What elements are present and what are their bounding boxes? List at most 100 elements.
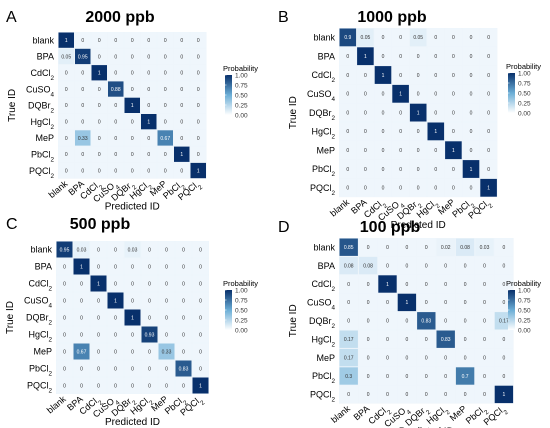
heatmap-cell xyxy=(357,84,374,103)
row-tick-label: MeP xyxy=(33,347,52,357)
legend-title: Probability xyxy=(506,62,541,71)
cell-value-label: 0 xyxy=(147,168,150,174)
cell-value-label: 1 xyxy=(487,186,490,192)
heatmap-cell xyxy=(141,360,158,377)
heatmap-cell xyxy=(455,330,475,348)
row-tick-label: CuSO4 xyxy=(307,89,336,103)
cell-value-label: 0 xyxy=(483,374,486,380)
cell-value-label: 0 xyxy=(417,186,420,192)
heatmap-cell xyxy=(158,275,175,292)
cell-value-label: 0 xyxy=(367,319,370,325)
heatmap-cell xyxy=(462,160,480,178)
heatmap-cell xyxy=(455,275,475,293)
legend-tick-label: 0.25 xyxy=(235,317,248,324)
cell-value-label: 0 xyxy=(406,282,409,288)
cell-value-label: 0 xyxy=(386,374,389,380)
row-tick-label: CdCl2 xyxy=(311,279,335,293)
heatmap-cell xyxy=(427,66,445,84)
cell-value-label: 1 xyxy=(417,110,420,116)
y-axis-title: True ID xyxy=(288,96,299,129)
cell-value-label: 0 xyxy=(444,392,447,398)
cell-value-label: 0 xyxy=(164,152,167,158)
cell-value-label: 0 xyxy=(148,264,151,270)
heatmap-cell xyxy=(108,81,124,97)
heatmap-cell xyxy=(58,48,74,65)
cell-value-label: 0 xyxy=(114,315,117,321)
legend-tick-label: 0.75 xyxy=(518,80,531,87)
heatmap-cell xyxy=(475,367,494,385)
heatmap-cell xyxy=(374,84,392,103)
cell-value-label: 0 xyxy=(164,71,167,77)
cell-value-label: 0 xyxy=(452,73,455,79)
heatmap-cell xyxy=(174,162,190,179)
cell-value-label: 0 xyxy=(434,186,437,192)
cell-value-label: 0.02 xyxy=(441,245,451,251)
cell-value-label: 0 xyxy=(417,73,420,79)
cell-value-label: 0 xyxy=(425,282,428,288)
heatmap-cell xyxy=(157,114,173,130)
heatmap-cell xyxy=(108,130,124,146)
heatmap-cell xyxy=(392,66,409,84)
cell-value-label: 0 xyxy=(63,264,66,270)
heatmap-cell xyxy=(436,330,455,348)
column-tick-label: PQCl2 xyxy=(482,403,510,428)
cell-value-label: 1 xyxy=(199,383,202,389)
cell-value-label: 0 xyxy=(364,186,367,192)
heatmap-cell xyxy=(409,141,427,160)
cell-value-label: 0 xyxy=(452,110,455,116)
heatmap-cell xyxy=(174,65,190,81)
cell-value-label: 0 xyxy=(182,332,185,338)
heatmap-cell xyxy=(141,146,157,162)
heatmap-cell xyxy=(417,275,436,293)
heatmap-cell xyxy=(174,130,190,146)
cell-value-label: 0 xyxy=(382,92,385,98)
cell-value-label: 0 xyxy=(386,300,389,306)
panel-a: A 2000 ppb 1 0 0 0 0 0 0 0 0 0.05 0.95 0 0 0 0 0 0 0 0 0 1 0 0 0 0… xyxy=(6,9,258,213)
heatmap-cell xyxy=(475,238,494,256)
heatmap-cell xyxy=(374,66,392,84)
heatmap-cell xyxy=(124,309,141,326)
heatmap-cell xyxy=(90,292,107,309)
heatmap-cell xyxy=(157,48,173,65)
cell-value-label: 0 xyxy=(148,366,151,372)
heatmap-cell xyxy=(124,258,141,275)
row-tick-label: PQCl2 xyxy=(29,166,55,180)
legend-tick-label: 0.00 xyxy=(518,110,531,117)
cell-value-label: 0 xyxy=(148,315,151,321)
cell-value-label: 0 xyxy=(131,281,134,287)
heatmap-cell xyxy=(157,65,173,81)
heatmap-cell xyxy=(124,81,140,97)
cell-value-label: 0 xyxy=(80,315,83,321)
cell-value-label: 0 xyxy=(434,167,437,173)
cell-value-label: 0 xyxy=(131,349,134,355)
row-tick-label: DQBr2 xyxy=(28,101,55,115)
cell-value-label: 0 xyxy=(114,38,117,44)
heatmap-cell xyxy=(108,146,124,162)
heatmap-cell xyxy=(56,292,73,309)
cell-value-label: 0 xyxy=(199,349,202,355)
cell-value-label: 0 xyxy=(346,186,349,192)
heatmap-cell xyxy=(91,162,107,179)
heatmap-cell xyxy=(158,326,175,343)
heatmap-cell xyxy=(374,103,392,122)
cell-value-label: 0 xyxy=(364,148,367,154)
cell-value-label: 0 xyxy=(165,247,168,253)
cell-value-label: 1 xyxy=(399,92,402,98)
heatmap-cell xyxy=(397,312,417,330)
cell-value-label: 1 xyxy=(406,300,409,306)
cell-value-label: 0 xyxy=(98,54,101,60)
heatmap-cell xyxy=(73,309,90,326)
cell-value-label: 0 xyxy=(406,319,409,325)
heatmap-cell xyxy=(107,360,124,377)
cell-value-label: 0 xyxy=(406,374,409,380)
heatmap-cell xyxy=(445,178,462,197)
cell-value-label: 0 xyxy=(434,73,437,79)
cell-value-label: 0 xyxy=(346,73,349,79)
cell-value-label: 0 xyxy=(97,332,100,338)
cell-value-label: 1 xyxy=(364,54,367,60)
heatmap-cell xyxy=(73,258,90,275)
cell-value-label: 0 xyxy=(131,366,134,372)
heatmap-cell xyxy=(427,178,445,197)
cell-value-label: 0 xyxy=(180,38,183,44)
heatmap-cell xyxy=(339,275,358,293)
